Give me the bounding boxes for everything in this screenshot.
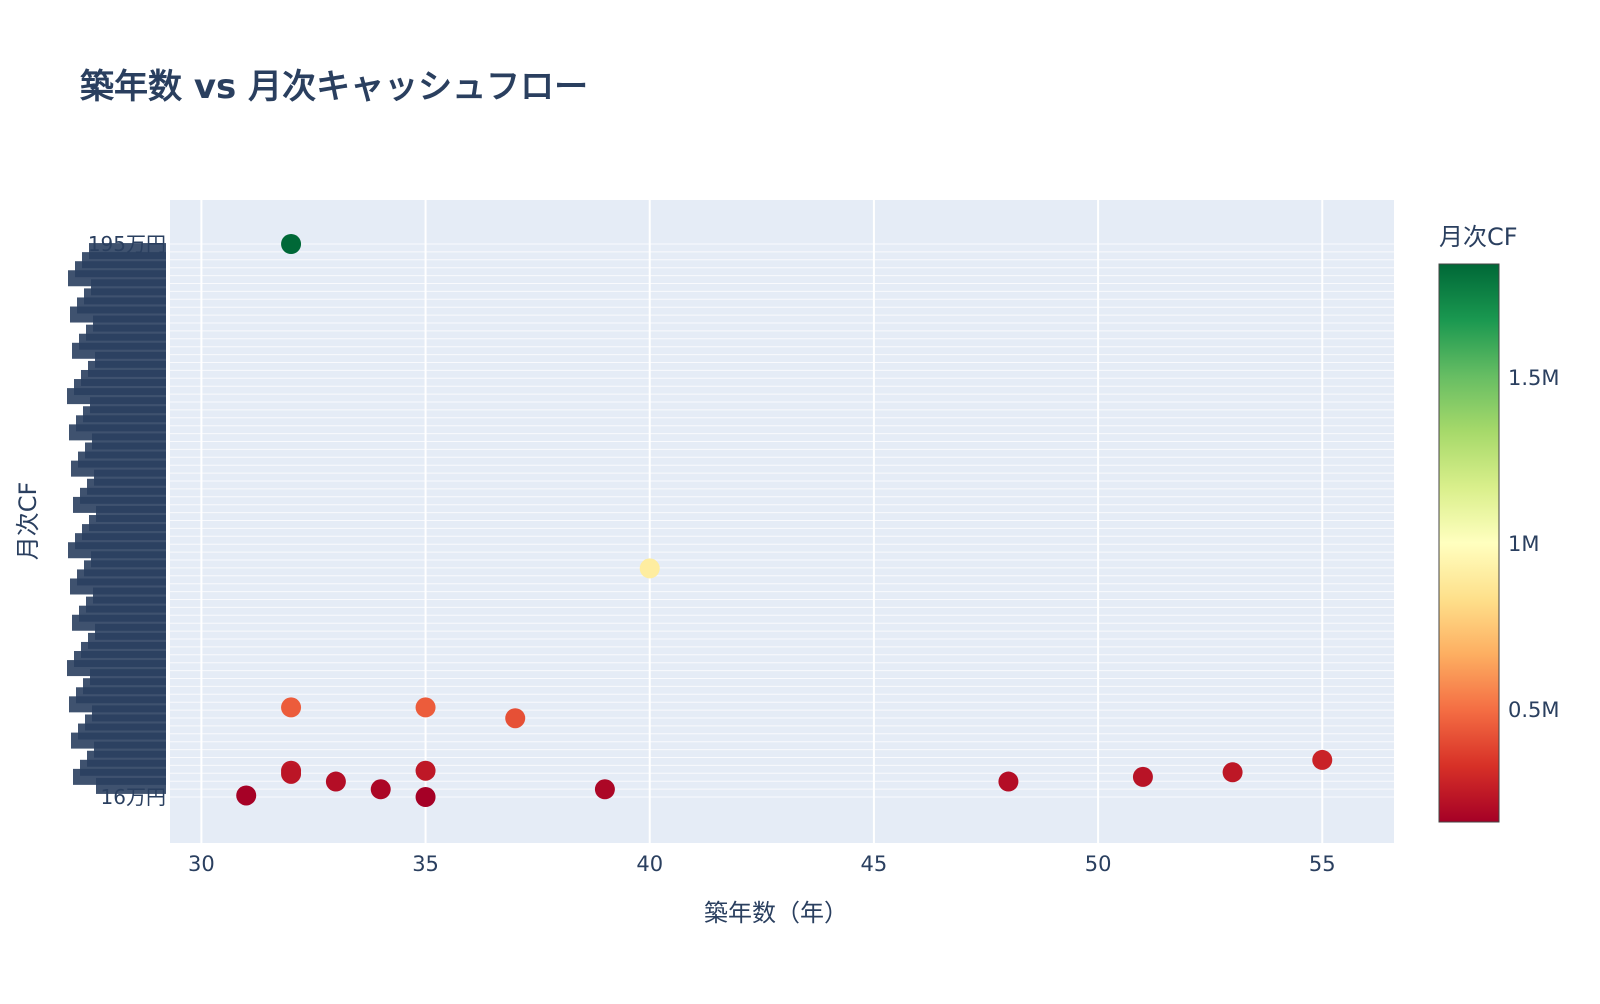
scatter-point xyxy=(281,763,302,784)
scatter-point xyxy=(1312,749,1333,770)
colorbar-title: 月次CF xyxy=(1439,223,1518,251)
x-axis-title: 築年数（年） xyxy=(704,899,848,927)
plot-area xyxy=(170,200,1394,843)
scatter-point xyxy=(1222,762,1243,783)
scatter-point xyxy=(998,771,1019,792)
colorbar-tick-label: 1M xyxy=(1508,532,1539,556)
y-tick-label-overlap xyxy=(96,777,166,794)
x-tick-label: 30 xyxy=(188,852,215,876)
x-tick-label: 40 xyxy=(636,852,663,876)
colorbar-tick-label: 0.5M xyxy=(1508,698,1560,722)
scatter-point xyxy=(415,760,436,781)
scatter-point xyxy=(415,787,436,807)
scatter-point xyxy=(370,779,391,800)
colorbar-ticks: 0.5M 1M 1.5M xyxy=(1508,366,1560,722)
grid-lines xyxy=(170,200,1394,843)
scatter-point xyxy=(415,697,436,718)
scatter-point xyxy=(236,785,257,806)
x-tick-label: 45 xyxy=(861,852,888,876)
scatter-point xyxy=(1132,766,1153,787)
y-axis-title: 月次CF xyxy=(14,482,42,561)
scatter-point xyxy=(281,697,302,718)
x-tick-labels: 30 35 40 45 50 55 xyxy=(188,852,1336,876)
scatter-point xyxy=(639,558,660,579)
chart-title: 築年数 vs 月次キャッシュフロー xyxy=(79,67,588,107)
colorbar-tick-label: 1.5M xyxy=(1508,366,1560,390)
x-tick-label: 55 xyxy=(1309,852,1336,876)
scatter-point xyxy=(281,234,302,254)
scatter-point xyxy=(594,779,615,800)
scatter-points xyxy=(236,234,1333,807)
x-tick-label: 50 xyxy=(1085,852,1112,876)
colorbar xyxy=(1438,263,1500,823)
scatter-point xyxy=(325,771,346,792)
y-tick-labels: 195万円16万円 xyxy=(67,232,166,809)
x-tick-label: 35 xyxy=(412,852,439,876)
scatter-point xyxy=(505,708,526,729)
